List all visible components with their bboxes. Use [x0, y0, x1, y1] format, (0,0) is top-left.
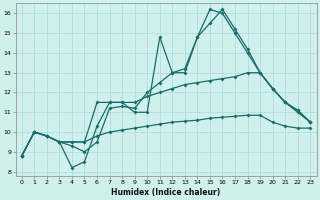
X-axis label: Humidex (Indice chaleur): Humidex (Indice chaleur) — [111, 188, 221, 197]
